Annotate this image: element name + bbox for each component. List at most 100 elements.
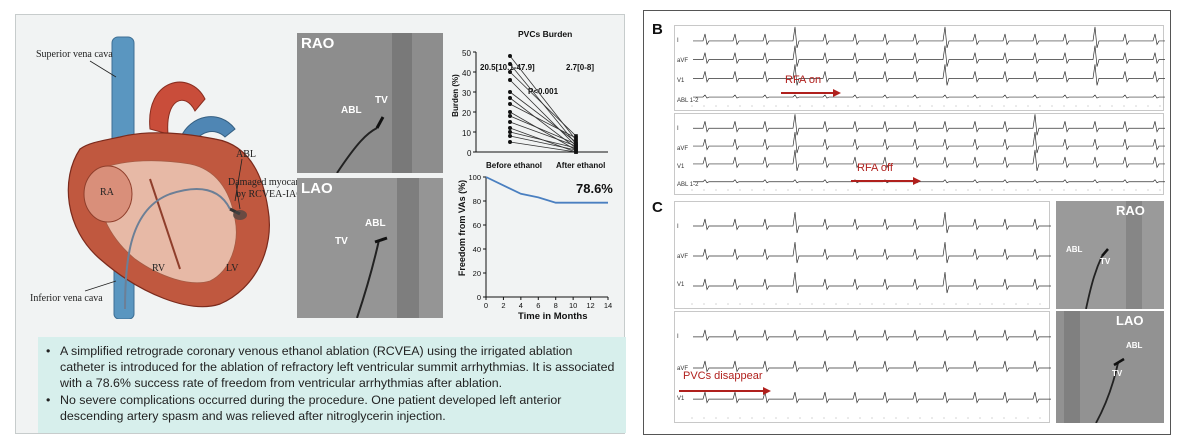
survival-ytick-label: 60	[473, 221, 481, 230]
ecg-strip-b-upper: I aVF V1 ABL 1-2 RFA on	[674, 25, 1173, 111]
survival-xtick-label: 6	[536, 301, 540, 310]
survival-xtick-label: 8	[554, 301, 558, 310]
lead-label: aVF	[677, 146, 689, 152]
ecg-lead-trace	[693, 392, 1053, 404]
pvc-after-point	[574, 148, 578, 152]
pvc-after-point	[574, 142, 578, 146]
panel-c-fluoro-lao: LAO ABL TV	[1056, 311, 1164, 423]
ecg-lead-trace	[693, 329, 1053, 342]
panel-c-fluoro-rao: RAO ABL TV	[1056, 201, 1164, 309]
fluoro-lao-drawing	[297, 178, 443, 318]
pvc-before-point	[508, 78, 512, 82]
lead-label: I	[677, 334, 679, 340]
survival-xtick-label: 10	[569, 301, 577, 310]
pvc-ytick: 40	[462, 69, 471, 78]
pvc-pair-line	[509, 141, 577, 153]
lead-label: I	[677, 126, 679, 132]
rao-tv-label: TV	[375, 95, 388, 106]
panel-c-lao-drawing	[1064, 311, 1125, 423]
pvc-before-point	[508, 134, 512, 138]
pvc-before-point	[508, 96, 512, 100]
pvc-before-point	[508, 62, 512, 66]
panel-c-letter: C	[652, 199, 663, 216]
lead-label: I	[677, 224, 679, 230]
rfa-off-arrow	[851, 177, 921, 185]
panel-c-lao-abl: ABL	[1126, 341, 1143, 350]
summary-box: A simplified retrograde coronary venous …	[38, 337, 626, 433]
ecg-lead-trace	[693, 132, 1173, 154]
pvc-ytick: 20	[462, 109, 471, 118]
survival-ytick-label: 40	[473, 245, 481, 254]
pvc-after-stat: 2.7[0-8]	[566, 63, 595, 72]
lead-label: aVF	[677, 366, 689, 372]
pvc-pair-line	[509, 135, 577, 151]
survival-plot-area: 0 2 4 6 8 10 12 14 100 80 60 40 20 0	[468, 173, 612, 310]
ecg-strip-c-lower: I aVF V1 PVCs disappear	[674, 311, 1053, 423]
pvc-pair-line	[509, 111, 577, 151]
svc-label: Superior vena cava	[36, 49, 113, 60]
pvc-before-point	[508, 114, 512, 118]
rfa-off-label: RFA off	[857, 162, 893, 174]
ecg-lead-trace	[693, 149, 1173, 172]
pvc-ytick: 30	[462, 89, 471, 98]
rao-title: RAO	[301, 35, 335, 52]
survival-xtick-label: 2	[501, 301, 505, 310]
pvc-before-point	[508, 110, 512, 114]
pvc-ytick: 0	[467, 149, 472, 158]
pvc-pair-line	[509, 71, 577, 137]
ra-label: RA	[100, 187, 114, 198]
pvc-before-point	[508, 120, 512, 124]
ecg-lead-trace	[693, 64, 1173, 86]
pvc-after-point	[574, 144, 578, 148]
pvc-after-point	[574, 140, 578, 144]
left-summary-panel: Superior vena cava Inferior vena cava AB…	[15, 14, 626, 434]
ecg-trace-c-upper	[691, 211, 1053, 305]
pvc-ytick: 50	[462, 49, 471, 58]
survival-xtick-label: 0	[484, 301, 488, 310]
panel-c-rao-tv: TV	[1100, 257, 1111, 266]
ecg-lead-trace	[693, 271, 1053, 294]
rao-abl-label: ABL	[341, 105, 362, 116]
survival-curve	[485, 176, 608, 204]
abl-label: ABL	[236, 149, 256, 160]
survival-value-label: 78.6%	[576, 181, 613, 196]
lead-label: V1	[677, 164, 685, 170]
pvc-xtick-before: Before ethanol	[486, 161, 543, 170]
pvc-pair-line	[509, 97, 577, 149]
summary-bullet: No severe complications occurred during …	[46, 392, 616, 424]
survival-chart: Freedom from VAs (%) Time in Months 78.6…	[448, 165, 616, 325]
right-ecg-panel: B C I aVF V1 ABL 1-2 RFA on I aVF V1 ABL…	[643, 10, 1173, 435]
pvc-pair-line	[509, 103, 577, 139]
survival-xlabel: Time in Months	[518, 311, 588, 322]
ecg-strip-c-upper: I aVF V1	[674, 201, 1053, 309]
survival-ytick-label: 0	[477, 293, 481, 302]
panel-c-rao-abl: ABL	[1066, 245, 1083, 254]
pvc-pair-line	[509, 91, 577, 143]
ecg-lead-trace	[693, 26, 1173, 49]
ecg-lead-trace	[693, 114, 1173, 136]
pvc-before-point	[508, 54, 512, 58]
lead-label: V1	[677, 396, 685, 402]
heart-drawing	[67, 36, 270, 320]
pvc-chart-title: PVCs Burden	[518, 29, 573, 39]
rfa-on-label: RFA on	[785, 74, 822, 86]
panel-c-rao-title: RAO	[1116, 203, 1145, 218]
pvc-ytick: 10	[462, 129, 471, 138]
pvc-before-point	[508, 90, 512, 94]
ecg-lead-trace	[693, 45, 1173, 67]
pvc-pair-line	[509, 55, 577, 141]
pvc-before-point	[508, 70, 512, 74]
survival-xtick-label: 4	[519, 301, 523, 310]
pvcs-disappear-arrow	[679, 387, 771, 395]
pvc-before-point	[508, 126, 512, 130]
ecg-lead-trace	[693, 241, 1053, 264]
lead-label: V1	[677, 78, 685, 84]
panel-c-lao-tv: TV	[1112, 369, 1123, 378]
by-rcvea-label: by RCVEA-IAC	[236, 189, 303, 200]
pvc-before-point	[508, 140, 512, 144]
pvc-after-point	[574, 150, 578, 154]
panel-c-rao-drawing	[1085, 201, 1142, 309]
pvc-before-point	[508, 102, 512, 106]
pvc-before-point	[508, 130, 512, 134]
ecg-strip-b-lower: I aVF V1 ABL 1-2 RFA off	[674, 113, 1173, 195]
